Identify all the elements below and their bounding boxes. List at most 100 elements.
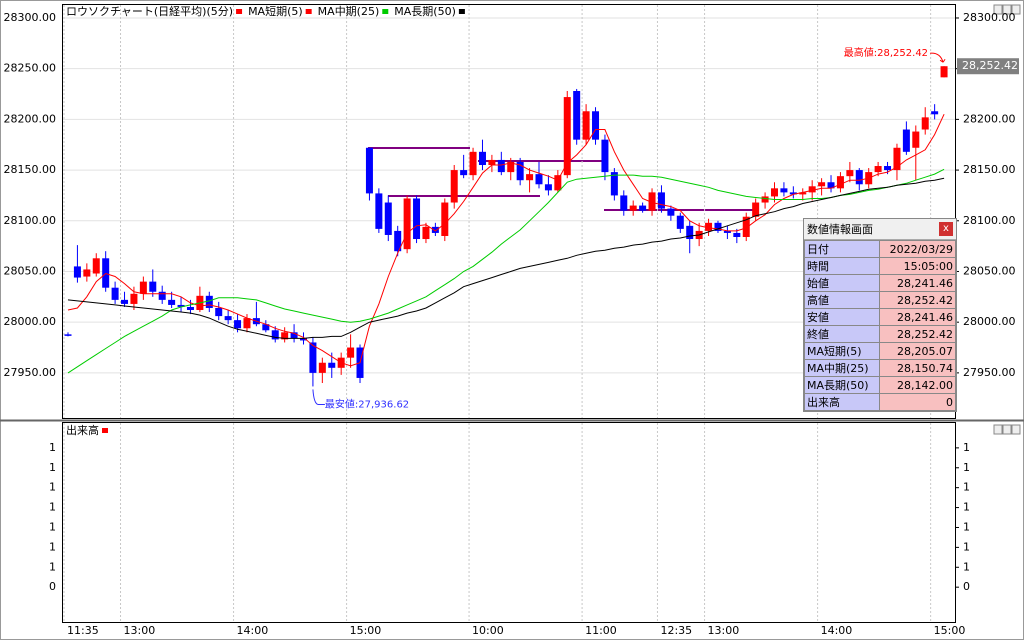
info-panel: 数値情報画面 x 日付 2022/03/29 時間 15:05:00 始値 28,241.… (803, 218, 957, 412)
candle-body (884, 166, 892, 171)
candle-body (384, 202, 392, 235)
info-key: 安値 (804, 308, 880, 326)
candle-body (469, 151, 477, 176)
info-key: 高値 (804, 291, 880, 309)
info-key: 出来高 (804, 393, 880, 411)
candle-body (64, 334, 72, 336)
legend-swatch (458, 9, 465, 14)
info-row: MA長期(50) 28,142.00 (804, 376, 956, 394)
y-tick-label-right: 1 (963, 540, 970, 553)
candle-body (846, 170, 854, 177)
y-tick-label: 28150.00 (4, 163, 57, 176)
candle-body (73, 266, 81, 278)
info-key: 時間 (804, 257, 880, 275)
y-tick-label: 1 (49, 520, 56, 533)
info-row: 出来高 0 (804, 393, 956, 411)
info-row: 時間 15:05:00 (804, 257, 956, 275)
candle-body (592, 111, 600, 140)
y-tick-label: 27950.00 (4, 366, 57, 379)
button[interactable] (1002, 4, 1012, 15)
candle-body (639, 205, 647, 211)
candle-body (318, 362, 326, 373)
candle-body (478, 151, 486, 166)
legend-swatch (305, 9, 312, 14)
candle-body (544, 184, 552, 191)
info-value: 2022/03/29 (879, 240, 956, 258)
min-annotation: 最安値:27,936.62 (325, 397, 409, 410)
info-key: 始値 (804, 274, 880, 292)
candle-body (855, 170, 863, 185)
candle-body (300, 338, 307, 341)
volume-panel (62, 422, 956, 623)
y-tick-label: 28100.00 (4, 214, 57, 227)
info-value: 28,241.46 (879, 274, 956, 292)
candle-body (224, 316, 232, 321)
x-tick-label: 11:00 (585, 624, 617, 637)
candle-body (667, 208, 675, 216)
button[interactable] (1011, 424, 1021, 435)
candle-body (460, 170, 468, 176)
candle-body (139, 281, 147, 294)
candle-body (205, 295, 213, 308)
close-button[interactable]: x (939, 222, 953, 236)
candle-body (629, 205, 637, 211)
button[interactable] (993, 424, 1003, 435)
y-tick-label: 1 (49, 461, 56, 474)
candle-body (657, 192, 665, 209)
last-price-box (957, 58, 1019, 75)
y-tick-label: 1 (49, 441, 56, 454)
button[interactable] (993, 4, 1003, 15)
max-annotation: 最高値:28,252.42 (844, 46, 928, 59)
candle-body (789, 192, 797, 195)
candle-body (921, 117, 929, 130)
y-tick-label: 0 (49, 580, 56, 593)
candle-body (610, 172, 618, 196)
y-tick-label: 1 (49, 540, 56, 553)
y-tick-label-right: 1 (963, 520, 970, 533)
candle-body (309, 342, 317, 373)
candle-body (931, 111, 939, 115)
candle-body (940, 66, 948, 78)
candle-body (714, 222, 722, 231)
y-tick-label-right: 28300.00 (963, 11, 1016, 24)
legend-swatch (382, 9, 389, 14)
ma-line (67, 113, 945, 367)
info-row: 日付 2022/03/29 (804, 240, 956, 258)
candle-body (573, 90, 581, 140)
candle-body (526, 174, 534, 181)
y-tick-label: 1 (49, 501, 56, 514)
candle-body (234, 320, 242, 329)
candle-body (347, 347, 355, 358)
candle-body (799, 192, 807, 195)
info-value: 28,150.74 (879, 359, 956, 377)
candle-body (686, 225, 694, 240)
candle-body (243, 318, 251, 329)
candle-body (121, 299, 129, 304)
x-tick-label: 14:00 (821, 624, 853, 637)
x-tick-label: 13:00 (124, 624, 156, 637)
info-value: 15:05:00 (879, 257, 956, 275)
button[interactable] (1011, 4, 1021, 15)
min-arrow (312, 389, 325, 405)
candle-body (83, 269, 91, 277)
legend-label: MA長期(50) (394, 5, 456, 18)
candle-body (394, 230, 402, 252)
candle-body (375, 193, 383, 229)
candle-body (516, 161, 524, 181)
y-tick-label-right: 1 (963, 501, 970, 514)
candle-body (912, 131, 920, 148)
y-tick-label-right: 28200.00 (963, 112, 1016, 125)
candle-body (186, 306, 194, 311)
y-tick-label-right: 1 (963, 481, 970, 494)
y-tick-label: 1 (49, 560, 56, 573)
y-tick-label: 28000.00 (4, 315, 57, 328)
candle-body (648, 192, 656, 211)
info-row: 安値 28,241.46 (804, 308, 956, 326)
candle-body (262, 324, 270, 331)
y-tick-label-right: 0 (963, 580, 970, 593)
legend-label: ロウソクチャート(日経平均)(5分) (66, 5, 233, 18)
candle-body (752, 202, 760, 217)
candle-body (177, 304, 185, 307)
candle-body (554, 175, 562, 191)
button[interactable] (1002, 424, 1012, 435)
